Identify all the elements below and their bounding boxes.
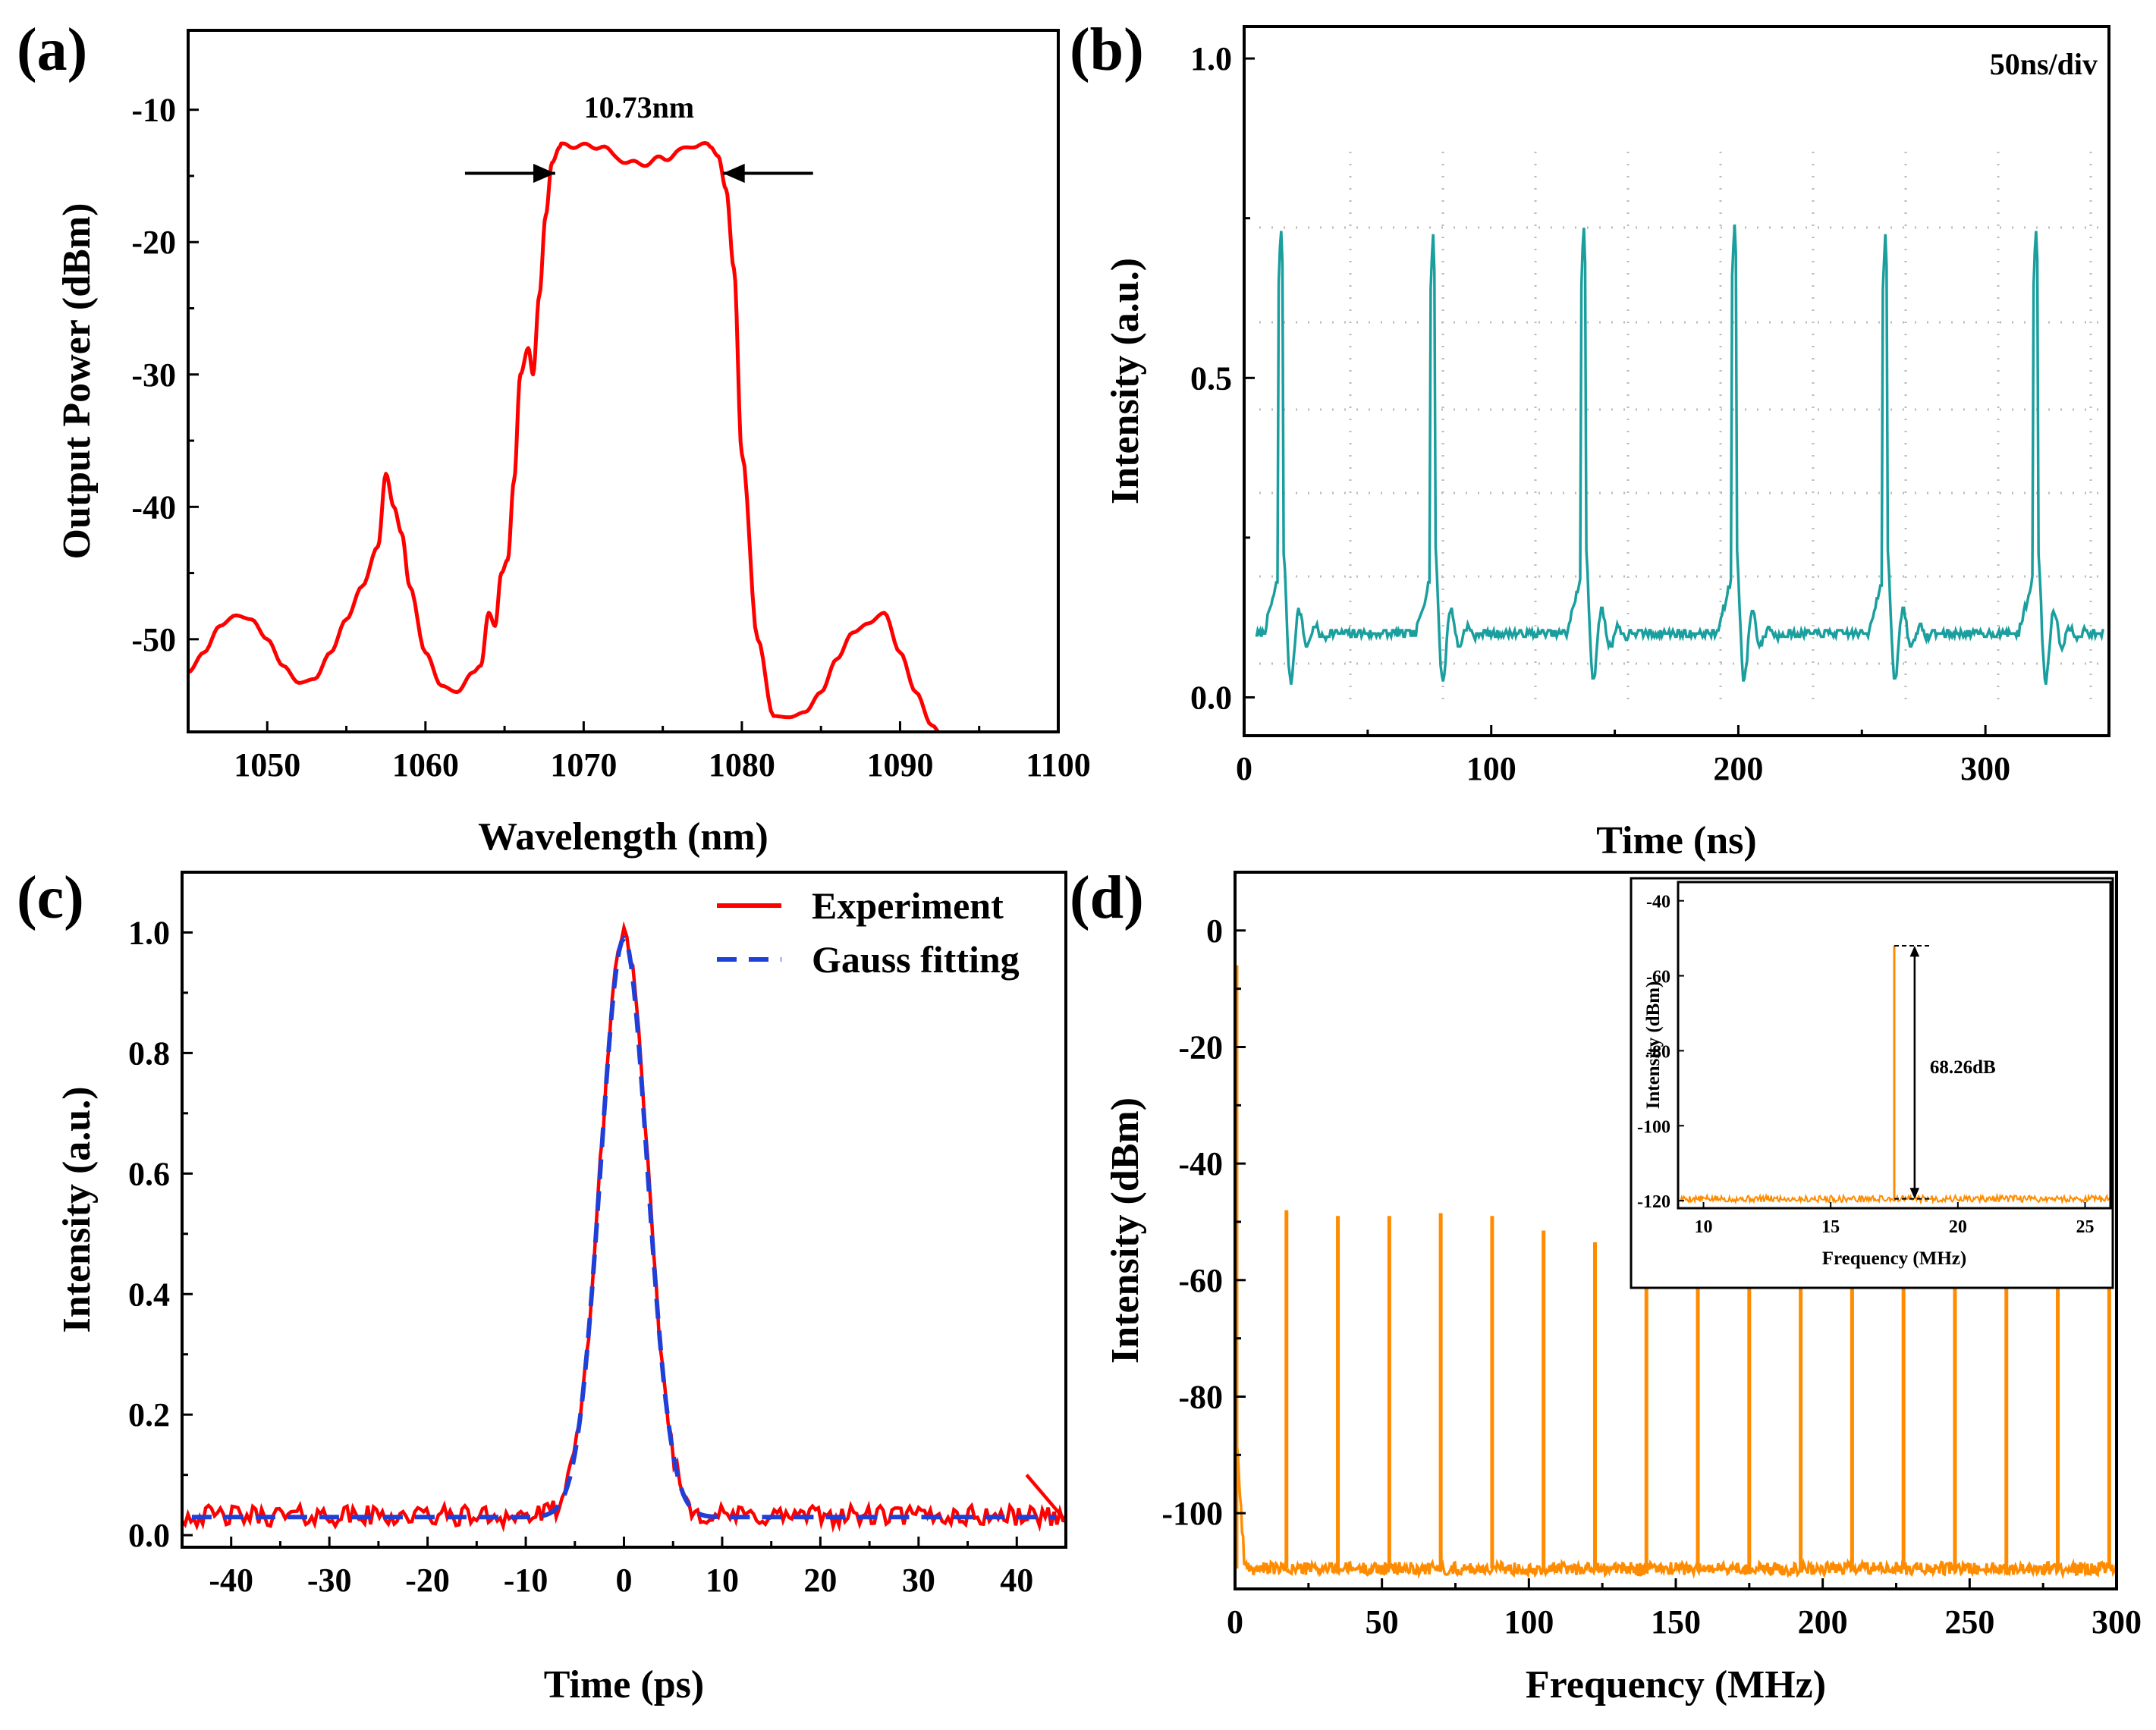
panel-label: (b) <box>1070 17 1144 83</box>
inset-background <box>1630 877 2114 1289</box>
inset-y-tick-label: -100 <box>1637 1117 1670 1137</box>
x-tick-label: 300 <box>1960 750 2010 787</box>
spectrum-line <box>188 140 941 732</box>
y-tick-label: 1.0 <box>128 914 170 951</box>
x-tick-label: 200 <box>1713 750 1763 787</box>
legend-label-gauss: Gauss fitting <box>812 938 1020 981</box>
y-tick-label: 0.0 <box>1190 679 1232 716</box>
noise-floor-trace <box>1235 1431 2117 1580</box>
x-tick-label: 0 <box>1227 1603 1243 1641</box>
gauss-fit-line <box>191 934 1057 1520</box>
x-tick-label: -40 <box>209 1562 253 1599</box>
inset-y-tick-label: -120 <box>1637 1192 1670 1212</box>
y-tick-label: -40 <box>1178 1145 1223 1182</box>
inset-noise-trace <box>1680 1192 2110 1205</box>
inset-y-tick-label: -80 <box>1646 1042 1670 1062</box>
inset-x-tick-label: 15 <box>1821 1217 1840 1237</box>
y-axis-title: Output Power (dBm) <box>55 203 99 560</box>
experiment-line <box>182 921 1066 1534</box>
inset-y-tick-label: -60 <box>1646 968 1670 987</box>
y-tick-label: -80 <box>1178 1378 1223 1415</box>
y-tick-label: -100 <box>1161 1495 1223 1532</box>
inset-y-axis-title: Intensity (dBm) <box>1643 981 1664 1110</box>
plot-frame <box>1243 25 2110 737</box>
y-tick-label: -20 <box>1178 1028 1223 1066</box>
y-tick-label: 0 <box>1206 912 1223 950</box>
y-tick-label: 0.8 <box>128 1035 170 1072</box>
x-tick-label: 1090 <box>866 746 933 783</box>
y-axis-title: Intensity (a.u.) <box>55 1086 99 1333</box>
x-tick-label: 1060 <box>392 746 459 783</box>
x-tick-label: -20 <box>405 1562 450 1599</box>
width-arrow-head <box>533 163 555 184</box>
y-tick-label: 0.6 <box>128 1155 170 1192</box>
y-tick-label: 0.4 <box>128 1276 170 1313</box>
y-tick-label: -20 <box>131 224 176 261</box>
y-tick-label: -50 <box>131 621 176 658</box>
x-tick-label: 20 <box>803 1562 837 1599</box>
x-tick-label: 1100 <box>1026 746 1091 783</box>
pulse-train-trace <box>1255 224 2104 685</box>
x-tick-label: 1050 <box>234 746 300 783</box>
y-axis-title: Intensity (dBm) <box>1104 1097 1147 1364</box>
x-tick-label: 100 <box>1466 750 1516 787</box>
x-tick-label: -10 <box>504 1562 548 1599</box>
y-tick-label: -10 <box>131 92 176 129</box>
panel-d: 0 50 100 150 200 250 300 -100 -80 -60 -40 -20 0 Frequ… <box>1070 865 2142 1706</box>
y-tick-label: 0.0 <box>128 1517 170 1554</box>
y-tick-label: -40 <box>131 488 176 526</box>
x-tick-label: 150 <box>1651 1603 1701 1641</box>
x-tick-label: 30 <box>902 1562 935 1599</box>
inset-frame <box>1677 881 2112 1210</box>
y-axis-title: Intensity (a.u.) <box>1104 258 1147 504</box>
legend-label-experiment: Experiment <box>812 884 1004 927</box>
panel-c: -40 -30 -20 -10 0 10 20 30 40 0.0 0.2 0.4 0.6 0.8 1.0 T… <box>17 865 1067 1706</box>
x-tick-label: 1080 <box>709 746 775 783</box>
inset-snr-arrow-head <box>1909 946 1920 957</box>
inset-x-tick-label: 10 <box>1695 1217 1713 1237</box>
x-axis-title: Time (ns) <box>1596 819 1756 862</box>
inset-y-tick-label: -40 <box>1646 893 1670 912</box>
inset-snr-annotation: 68.26dB <box>1930 1057 1996 1078</box>
x-tick-label: 200 <box>1798 1603 1848 1641</box>
inset-x-tick-label: 20 <box>1949 1217 1967 1237</box>
inset-x-tick-label: 25 <box>2076 1217 2094 1237</box>
x-tick-label: 1070 <box>550 746 617 783</box>
inset-snr-arrow-head <box>1909 1188 1920 1199</box>
width-arrow-head <box>722 163 745 184</box>
x-tick-label: 300 <box>2092 1603 2142 1641</box>
y-tick-label: 0.2 <box>128 1396 170 1433</box>
panel-a: 1050 1060 1070 1080 1090 1100 -50 -40 -30 -20 -10 W… <box>17 17 1091 859</box>
panel-b: 0 100 200 300 0.0 0.5 1.0 Time (ns) Intensity (a… <box>1070 17 2110 862</box>
x-tick-label: 50 <box>1366 1603 1399 1641</box>
x-tick-label: 10 <box>706 1562 739 1599</box>
bandwidth-annotation: 10.73nm <box>584 90 695 124</box>
y-tick-label: -60 <box>1178 1262 1223 1299</box>
x-tick-label: 0 <box>1236 750 1252 787</box>
x-tick-label: 0 <box>616 1562 633 1599</box>
panel-label: (c) <box>17 865 84 931</box>
y-tick-label: -30 <box>131 356 176 394</box>
x-tick-label: 250 <box>1944 1603 1994 1641</box>
panel-label: (d) <box>1070 865 1144 931</box>
x-tick-label: 100 <box>1504 1603 1554 1641</box>
plot-frame <box>187 29 1060 733</box>
x-axis-title: Time (ps) <box>544 1663 704 1706</box>
x-tick-label: 40 <box>1000 1562 1033 1599</box>
x-axis-title: Frequency (MHz) <box>1526 1663 1826 1706</box>
inset-x-axis-title: Frequency (MHz) <box>1822 1248 1966 1269</box>
x-tick-label: -30 <box>307 1562 352 1599</box>
time-scale-annotation: 50ns/div <box>1990 47 2098 81</box>
x-axis-title: Wavelength (nm) <box>478 815 768 859</box>
panel-label: (a) <box>17 17 87 83</box>
y-tick-label: 0.5 <box>1190 360 1232 397</box>
y-tick-label: 1.0 <box>1190 40 1232 77</box>
